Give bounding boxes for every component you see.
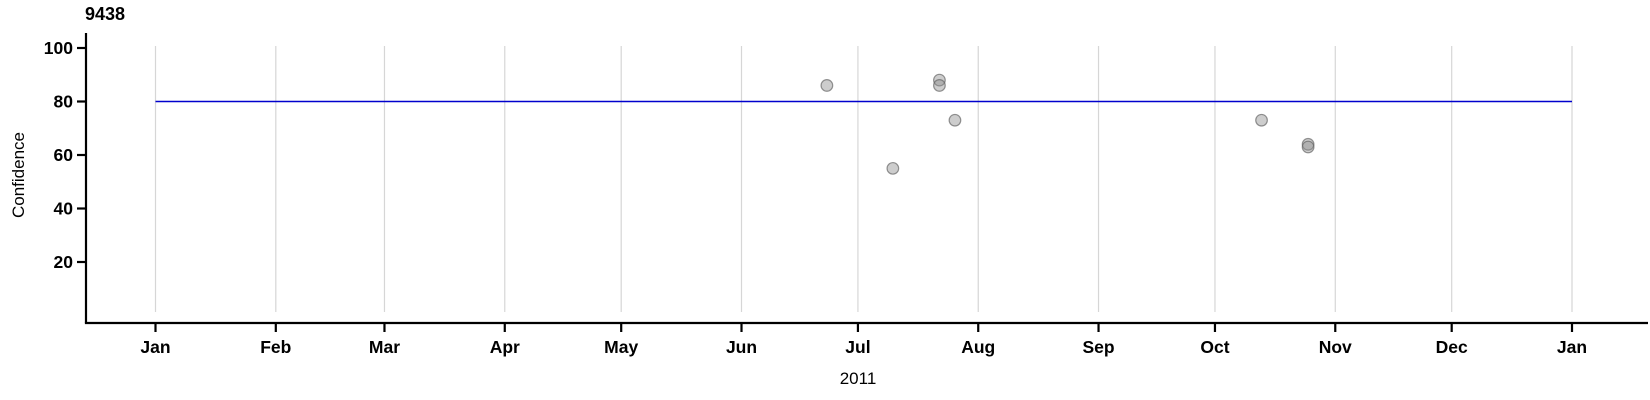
x-axis-label: 2011: [839, 369, 877, 388]
x-tick-label: Aug: [961, 337, 995, 357]
x-tick-label: Jun: [726, 337, 757, 357]
data-point: [1255, 113, 1268, 127]
x-tick-label: Feb: [260, 337, 291, 357]
x-tick-label: Oct: [1200, 337, 1229, 357]
y-tick-label: 80: [54, 92, 74, 112]
x-tick-label: Nov: [1319, 337, 1352, 357]
y-tick-label: 60: [54, 145, 74, 165]
x-tick-label: Jan: [140, 337, 170, 357]
x-tick-label: Dec: [1436, 337, 1468, 357]
data-point: [948, 113, 962, 127]
x-tick-label: Mar: [369, 337, 400, 357]
data-point: [820, 79, 834, 92]
x-tick-label: May: [604, 337, 638, 357]
x-tick-label: Jul: [845, 337, 870, 357]
x-tick-label: Jan: [1557, 337, 1587, 357]
data-point: [1301, 140, 1315, 154]
x-tick-label: Sep: [1082, 337, 1114, 357]
x-tick-label: Apr: [490, 337, 520, 357]
chart-title: 9438: [85, 4, 126, 24]
y-tick-label: 100: [44, 38, 73, 58]
y-tick-label: 20: [54, 252, 74, 272]
y-tick-label: 40: [54, 199, 74, 219]
data-point: [933, 79, 946, 92]
data-point: [886, 161, 900, 175]
